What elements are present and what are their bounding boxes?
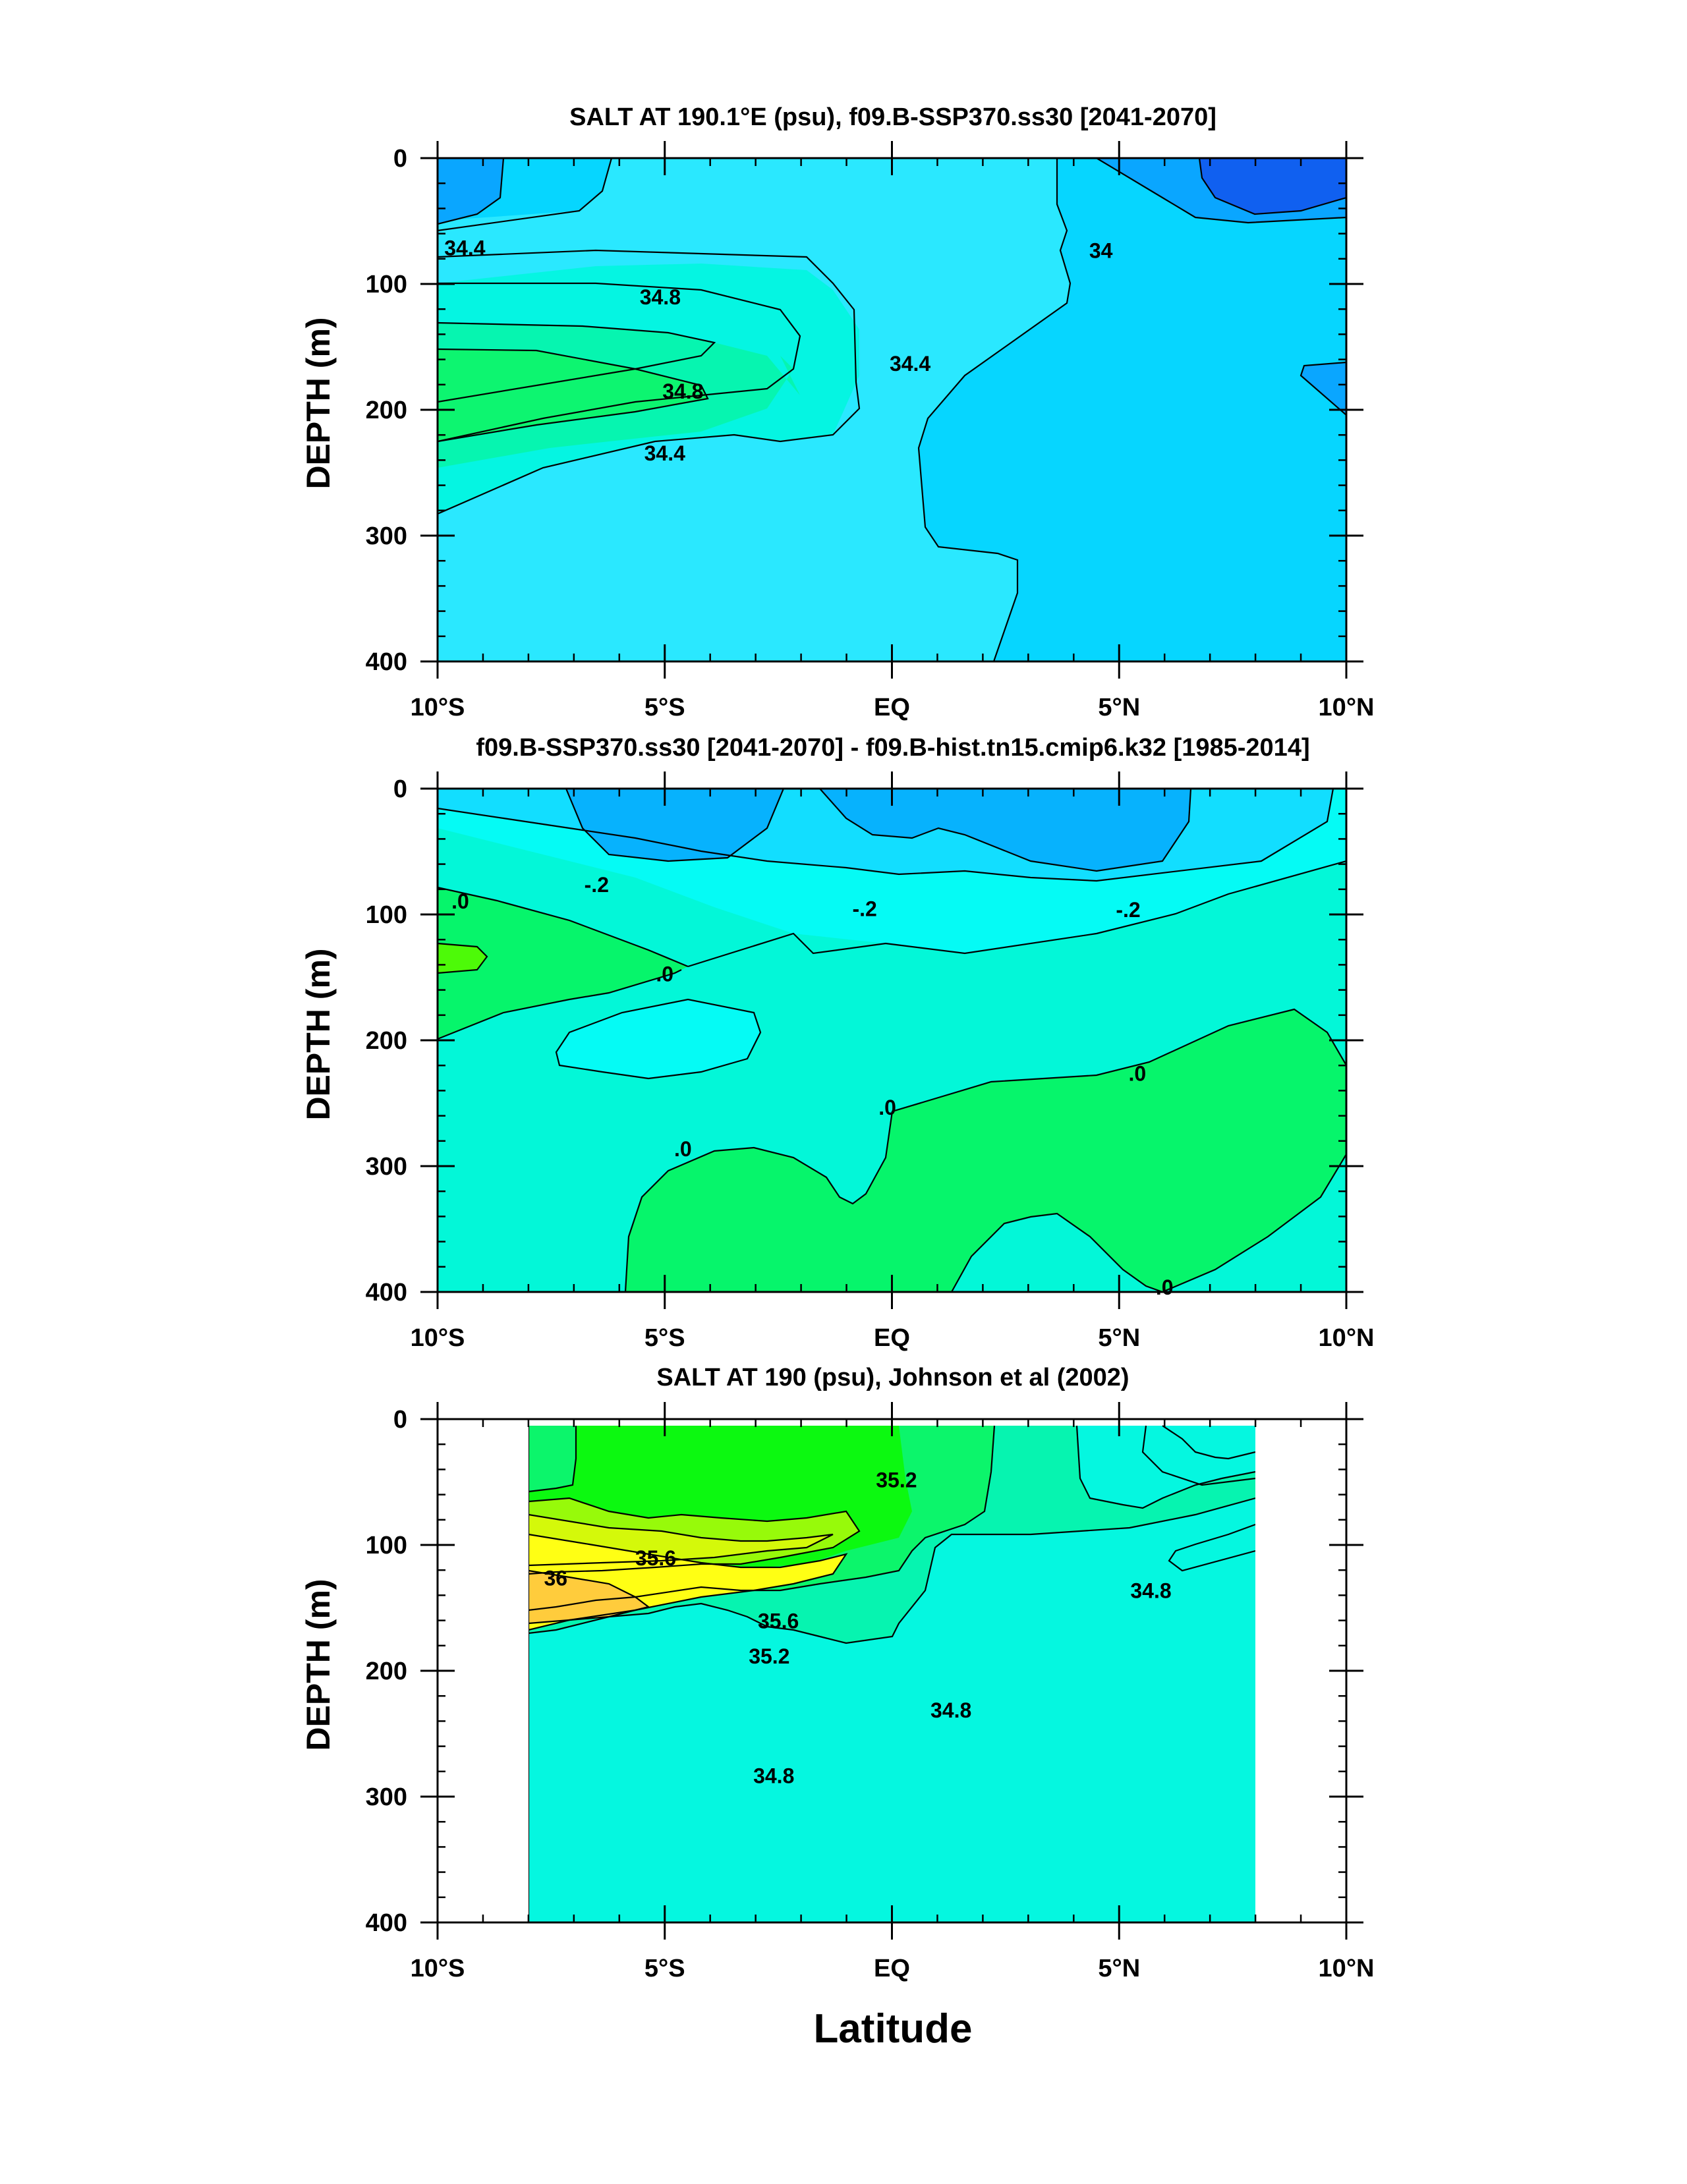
x-tick-label: 5°S [644,1955,685,1982]
x-tick-label: 10°N [1319,1955,1375,1982]
panel-3-contour-labels: 35.2 35.6 36 35.6 35.2 34.8 34.8 34.8 [544,1469,1171,1788]
x-tick-label: 10°S [411,1955,465,1982]
panel-3-ylabel: DEPTH (m) [300,1579,337,1750]
fill-minus0.4-minus0.3 [566,789,784,861]
contour-label: 35.6 [635,1546,676,1570]
contour-label: 34.8 [1130,1579,1171,1603]
y-tick-label: 200 [366,1658,407,1685]
fill-35.0-35.2 [438,349,708,441]
panel-1-title: SALT AT 190.1°E (psu), f09.B-SSP370.ss30… [569,103,1216,131]
contour-label: 34.8 [753,1764,794,1787]
y-tick-label: 200 [366,397,407,424]
y-tick-label: 0 [393,775,407,803]
fill-36.0-36.2 [529,1571,648,1623]
y-tick-label: 400 [366,648,407,676]
x-tick-label: 10°N [1319,1324,1375,1352]
contour-label: .0 [878,1096,896,1119]
contour-label: .0 [674,1137,692,1161]
x-tick-label: 5°S [644,694,685,721]
x-tick-label: 10°S [411,694,465,721]
y-tick-label: 200 [366,1027,407,1055]
y-tick-label: 100 [366,1532,407,1559]
panel-1-ticks: 10°S 5°S EQ 5°N 10°N 0 100 200 300 400 [366,141,1375,721]
x-tick-label: 10°S [411,1324,465,1352]
panel-1-contour-labels: 34.4 34.8 34.8 34.4 34.4 34 [444,236,1113,465]
contour-label: -.2 [852,897,876,920]
contour-label: .0 [1128,1061,1146,1085]
contour-label: 34.4 [644,441,685,465]
panel-2-ticks: 10°S 5°S EQ 5°N 10°N 0 100 200 300 400 [366,771,1375,1352]
y-tick-label: 300 [366,522,407,550]
contour-label: 35.2 [876,1469,917,1492]
x-tick-label: EQ [874,1324,910,1352]
contour-label: .0 [656,963,673,986]
contour-label: 35.6 [758,1609,799,1633]
fill-34.6-34.8-pocket [1169,1525,1255,1571]
y-tick-label: 100 [366,901,407,929]
x-tick-label: 5°N [1098,694,1140,721]
y-tick-label: 0 [393,1406,407,1434]
panel-3-title: SALT AT 190 (psu), Johnson et al (2002) [656,1364,1129,1391]
contour-label: 34.4 [890,352,930,376]
contour-label: 35.2 [749,1644,789,1668]
contour-label: 36 [544,1566,567,1590]
panel-1-contours [438,158,1346,661]
fill-34.0-34.2 [438,158,503,224]
y-tick-label: 300 [366,1153,407,1181]
panel-2-contour-labels: .0-.2-.2 -.2.0.0.0.0.0 [451,873,1173,1299]
fill-0.1-0.2 [438,943,487,973]
contour-label: 34 [1089,238,1113,262]
panel-3: SALT AT 190 (psu), Johnson et al (2002) … [300,1364,1374,2052]
x-tick-label: EQ [874,1955,910,1982]
contour-label: .0 [451,889,469,913]
y-tick-label: 100 [366,271,407,298]
fill-minus0.4-minus0.3-b [820,789,1191,871]
contour-label: 34.8 [930,1698,971,1722]
x-tick-label: 5°N [1098,1324,1140,1352]
x-tick-label: EQ [874,694,910,721]
y-tick-label: 0 [393,145,407,173]
fill-below-34.0 [1199,158,1346,214]
x-axis-label: Latitude [813,2006,972,2052]
panel-1-ylabel: DEPTH (m) [300,317,337,489]
y-tick-label: 300 [366,1783,407,1811]
panel-3-ticks: 10°S 5°S EQ 5°N 10°N 0 100 200 300 400 [366,1402,1375,1982]
x-tick-label: 5°S [644,1324,685,1352]
panel-2-plot: .0-.2-.2 -.2.0.0.0.0.0 10°S 5°S EQ 5°N 10°N01… [366,771,1375,1352]
fill-34.0-34.2-pocket [1301,362,1346,415]
x-tick-label: 5°N [1098,1955,1140,1982]
fill-0.0-0.1 [438,887,688,1039]
panel-2-contours [438,789,1346,1292]
panel-2-title: f09.B-SSP370.ss30 [2041-2070] - f09.B-hi… [476,734,1309,762]
panel-1-plot: 34.4 34.8 34.8 34.4 34.4 34 10°S 5°S EQ 5°N 10°N 0… [366,141,1375,721]
y-tick-label: 400 [366,1909,407,1937]
x-tick-label: 10°N [1319,694,1375,721]
contour-label: 34.8 [662,379,703,403]
panel-3-contours [529,1425,1255,1922]
fill-0.0-0.1-south [625,1009,1346,1292]
panel-1: SALT AT 190.1°E (psu), f09.B-SSP370.ss30… [300,103,1374,721]
y-tick-label: 400 [366,1279,407,1306]
fill-minus0.2-minus0.1-pocket [556,999,760,1078]
panel-2: f09.B-SSP370.ss30 [2041-2070] - f09.B-hi… [300,734,1374,1352]
contour-label: 34.8 [640,285,681,309]
panel-2-ylabel: DEPTH (m) [300,948,337,1120]
contour-label: -.2 [585,873,609,897]
contour-label: -.2 [1116,898,1140,922]
fill-34.2-34.4-east [843,158,1346,661]
contour-label: 34.4 [444,236,485,260]
panel-3-plot: 35.2 35.6 36 35.6 35.2 34.8 34.8 34.8 10°S 5°S EQ… [366,1402,1375,1982]
